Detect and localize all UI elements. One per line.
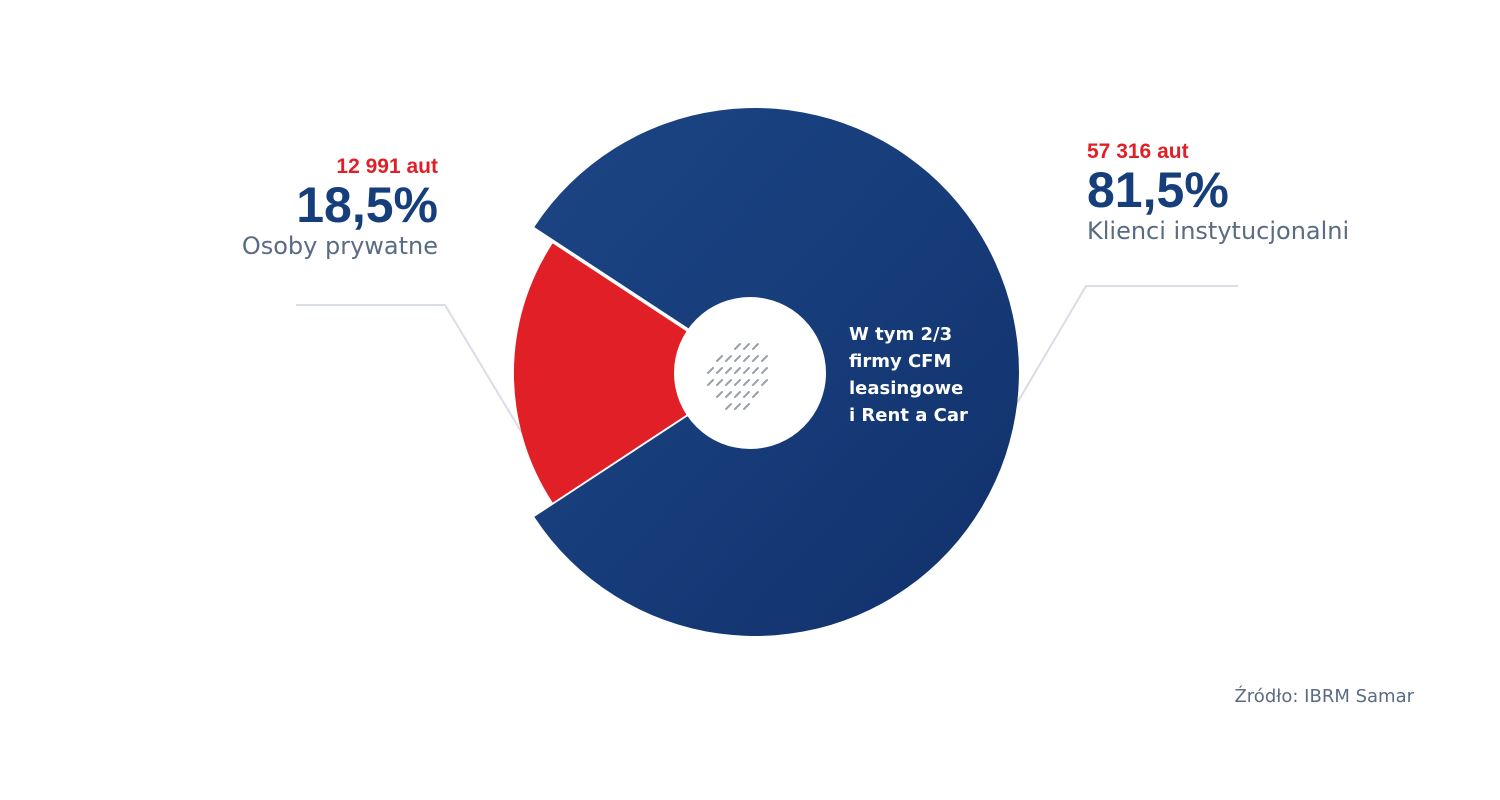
annotation-line: W tym 2/3: [849, 324, 953, 345]
annotation-line: i Rent a Car: [849, 405, 968, 426]
pie-slice-osoby-prywatne: [513, 243, 750, 503]
count-osoby-prywatne: 12 991 aut: [336, 155, 438, 178]
callout-osoby-prywatne: 12 991 aut 18,5% Osoby prywatne: [242, 155, 438, 260]
count-klienci-instytucjonalni: 57 316 aut: [1087, 140, 1189, 163]
annotation-line: leasingowe: [849, 378, 964, 399]
percent-osoby-prywatne: 18,5%: [296, 177, 438, 233]
pie-center-hole: [674, 297, 826, 449]
label-klienci-instytucjonalni: Klienci instytucjonalni: [1087, 216, 1350, 245]
annotation-cfm-note: W tym 2/3 firmy CFM leasingowe i Rent a …: [849, 321, 1009, 429]
poland-map-icon: [707, 343, 768, 410]
label-osoby-prywatne: Osoby prywatne: [241, 231, 438, 260]
callout-klienci-instytucjonalni: 57 316 aut 81,5% Klienci instytucjonalni: [1087, 140, 1349, 245]
leader-line-left: [296, 304, 523, 434]
leader-line-right: [1012, 285, 1238, 411]
annotation-line: firmy CFM: [849, 351, 952, 372]
percent-klienci-instytucjonalni: 81,5%: [1087, 162, 1229, 218]
source-note: Źródło: IBRM Samar: [1234, 686, 1414, 707]
